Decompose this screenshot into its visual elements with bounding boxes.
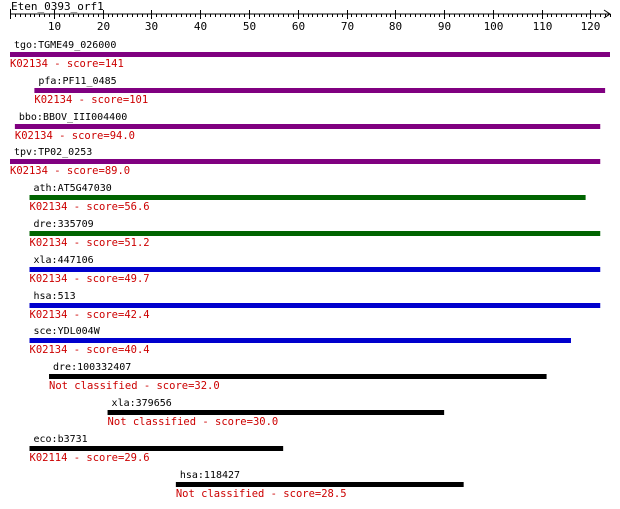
hit-score-label: K02134 - score=42.4 [30,309,150,321]
hit-name[interactable]: xla:379656 [112,398,172,409]
hit-bar[interactable] [29,303,601,308]
hit-name[interactable]: dre:335709 [34,219,94,230]
hit-list: tgo:TGME49_026000 K02134 - score=141 pfa:P… [10,40,610,500]
hit-bar[interactable] [10,52,610,57]
hit-bar[interactable] [49,374,547,379]
hit-bar[interactable] [29,195,586,200]
axis-tick-label: 80 [389,20,402,33]
axis-tick-label: 20 [97,20,110,33]
hit-row[interactable]: dre:335709 K02134 - score=51.2 [29,219,601,249]
axis-tick-label: 10 [48,20,61,33]
hit-score-label: Not classified - score=30.0 [108,416,279,428]
hit-score-label: Not classified - score=32.0 [49,380,220,392]
hit-bar[interactable] [29,267,601,272]
hit-name[interactable]: sce:YDL004W [34,326,101,337]
hit-bar[interactable] [14,124,601,129]
axis-tick-label: 100 [484,20,504,33]
hit-name[interactable]: eco:b3731 [34,434,88,445]
hit-row[interactable]: tgo:TGME49_026000 K02134 - score=141 [10,40,610,70]
hit-name[interactable]: bbo:BBOV_III004400 [19,112,127,123]
hit-score-label: K02134 - score=56.6 [30,201,150,213]
axis-tick-label: 60 [292,20,305,33]
hit-score-label: K02134 - score=101 [34,94,148,106]
hit-row[interactable]: eco:b3731 K02114 - score=29.6 [29,434,284,464]
hit-bar[interactable] [34,88,606,93]
hit-name[interactable]: hsa:513 [34,291,76,302]
hit-score-label: K02134 - score=49.7 [30,273,150,285]
hit-name[interactable]: tgo:TGME49_026000 [14,40,116,51]
hit-score-label: Not classified - score=28.5 [176,488,347,500]
hit-row[interactable]: sce:YDL004W K02134 - score=40.4 [29,326,571,356]
hit-score-label: K02134 - score=51.2 [30,237,150,249]
hit-score-label: K02134 - score=141 [10,58,124,70]
hit-name[interactable]: xla:447106 [34,255,94,266]
hit-name[interactable]: dre:100332407 [53,362,131,373]
hit-bar[interactable] [29,338,571,343]
hit-bar[interactable] [29,231,601,236]
ruler-axis: 10 20 30 40 50 60 70 80 90 100 110 120 [10,9,611,33]
axis-tick-label: 120 [581,20,601,33]
hit-row[interactable]: dre:100332407 Not classified - score=32.0 [49,362,547,392]
hit-row[interactable]: hsa:118427 Not classified - score=28.5 [175,470,464,500]
hit-score-label: K02134 - score=40.4 [30,344,150,356]
hit-row[interactable]: pfa:PF11_0485 K02134 - score=101 [34,76,606,106]
hit-row[interactable]: tpv:TP02_0253 K02134 - score=89.0 [10,147,601,177]
axis-tick-label: 90 [438,20,451,33]
hit-name[interactable]: tpv:TP02_0253 [14,147,92,158]
hit-bar[interactable] [29,446,284,451]
hit-name[interactable]: ath:AT5G47030 [34,183,112,194]
axis-tick-label: 40 [194,20,207,33]
hit-bar[interactable] [107,410,445,415]
axis-tick-label: 110 [533,20,553,33]
hit-score-label: K02134 - score=89.0 [10,165,130,177]
axis-tick-label: 50 [243,20,256,33]
hit-score-label: K02134 - score=94.0 [15,130,135,142]
hit-name[interactable]: pfa:PF11_0485 [38,76,116,87]
hit-row[interactable]: ath:AT5G47030 K02134 - score=56.6 [29,183,586,213]
axis-tick-label: 70 [341,20,354,33]
hit-bar[interactable] [175,482,464,487]
hit-row[interactable]: bbo:BBOV_III004400 K02134 - score=94.0 [14,112,601,142]
hit-row[interactable]: hsa:513 K02134 - score=42.4 [29,291,601,321]
hit-name[interactable]: hsa:118427 [180,470,240,481]
hit-row[interactable]: xla:379656 Not classified - score=30.0 [107,398,445,428]
hit-row[interactable]: xla:447106 K02134 - score=49.7 [29,255,601,285]
hit-bar[interactable] [10,159,601,164]
query-title: Eten_0393_orf1 [11,0,104,13]
hit-score-label: K02114 - score=29.6 [30,452,150,464]
axis-tick-label: 30 [145,20,158,33]
